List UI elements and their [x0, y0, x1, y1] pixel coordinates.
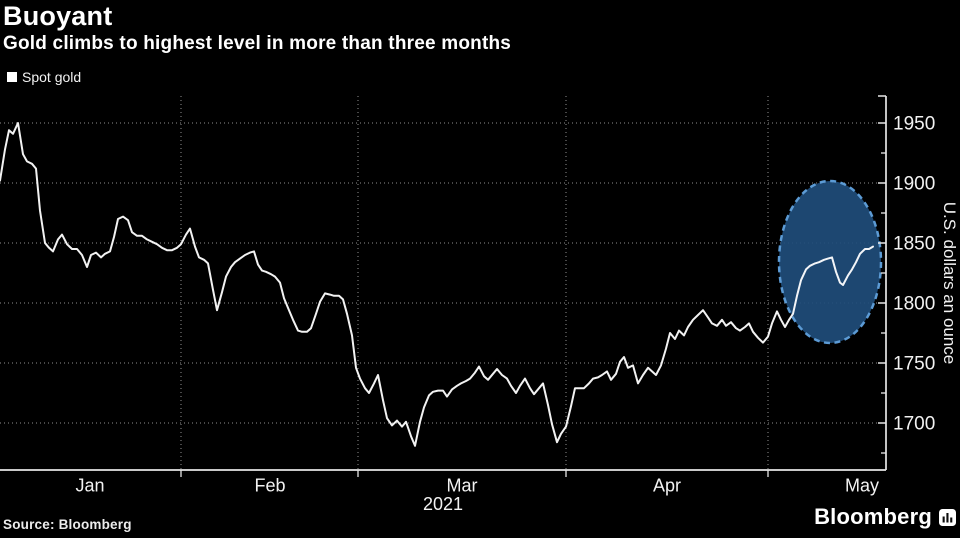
- page-subtitle: Gold climbs to highest level in more tha…: [3, 33, 512, 54]
- y-tick-label: 1950: [893, 114, 935, 135]
- x-tick-label: Mar: [447, 476, 478, 496]
- page-title: Buoyant: [3, 1, 113, 31]
- y-tick-label: 1900: [893, 174, 935, 195]
- legend: Spot gold: [7, 69, 81, 85]
- x-tick-label: Jan: [75, 476, 104, 496]
- legend-label: Spot gold: [22, 69, 82, 85]
- y-tick-label: 1800: [893, 294, 935, 315]
- year-label: 2021: [423, 494, 463, 514]
- legend-square-marker: [7, 72, 17, 82]
- x-tick-label: May: [845, 476, 879, 496]
- x-tick-label: Feb: [254, 476, 285, 496]
- x-tick-label: Apr: [653, 476, 681, 496]
- spot-gold-line: [0, 122, 874, 447]
- source-note: Source: Bloomberg: [3, 517, 132, 532]
- y-tick-label: 1750: [893, 354, 935, 375]
- bloomberg-wordmark: Bloomberg: [814, 504, 932, 529]
- bloomberg-chart-icon: [939, 508, 956, 526]
- y-tick-label: 1700: [893, 414, 935, 435]
- y-axis-title: U.S. dollars an ounce: [940, 202, 959, 365]
- y-tick-label: 1850: [893, 234, 935, 255]
- bloomberg-logo: Bloomberg: [814, 504, 956, 530]
- highlight-ellipse: [777, 179, 883, 345]
